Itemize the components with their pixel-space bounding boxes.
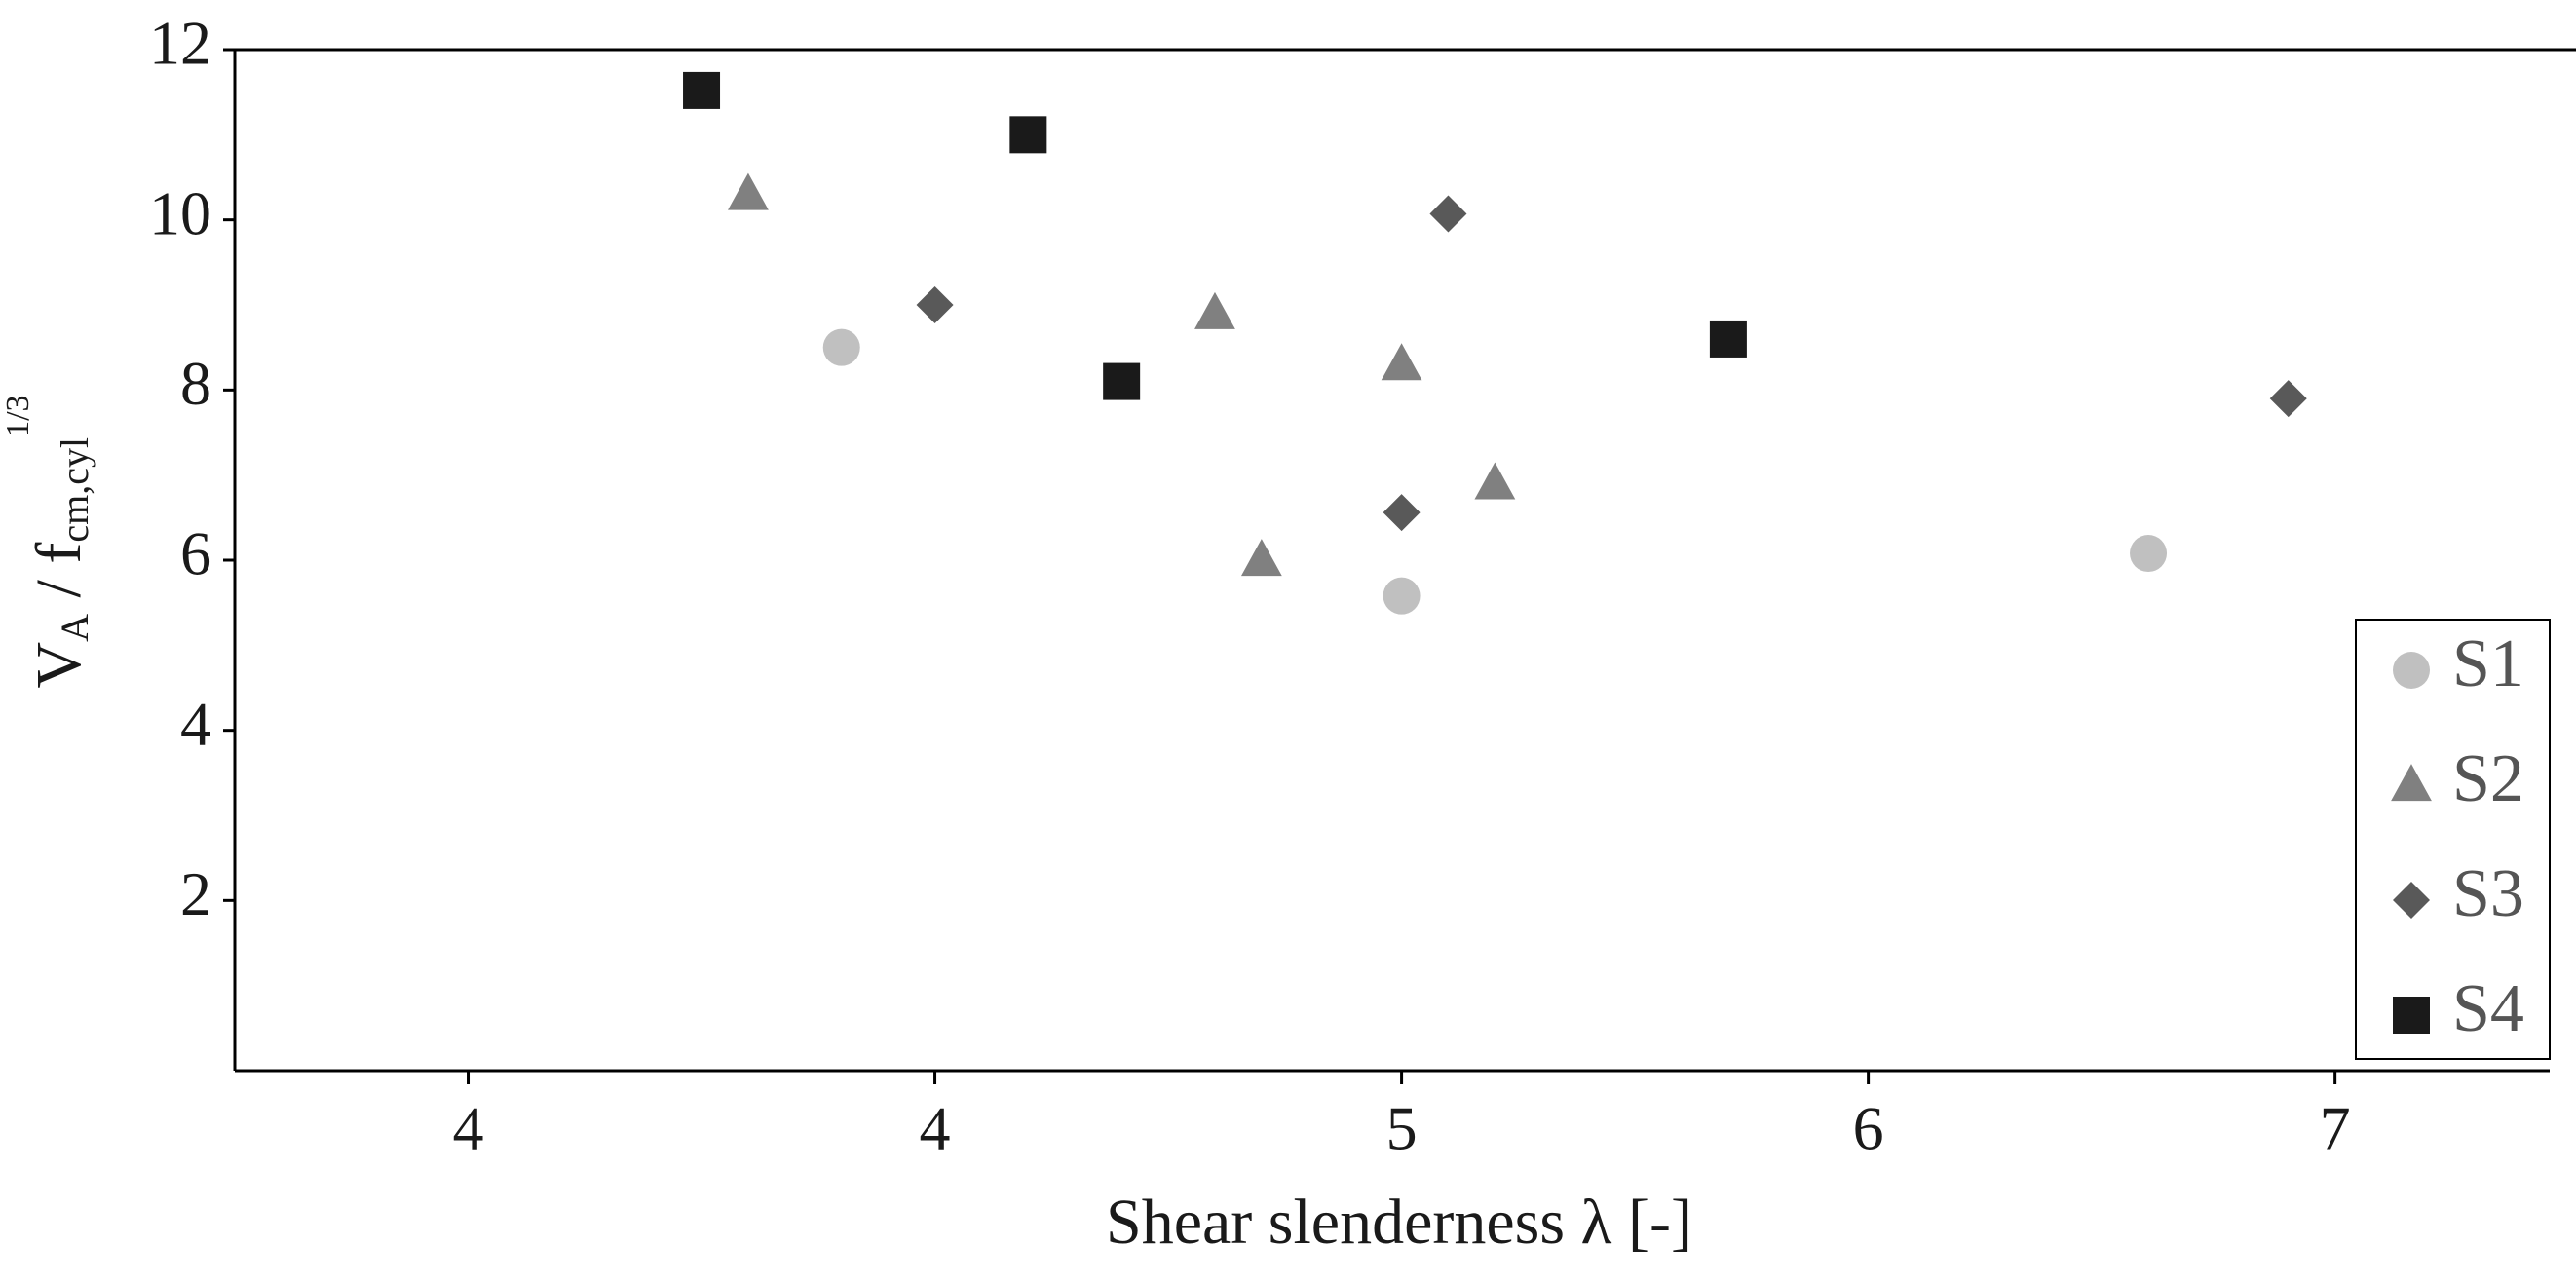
- x-tick-label: 6: [1853, 1094, 1884, 1163]
- y-label-main: / f: [23, 543, 95, 614]
- x-tick-label: 4: [920, 1094, 951, 1163]
- legend-label: S3: [2452, 856, 2524, 931]
- marker-square: [2393, 997, 2430, 1034]
- marker-circle: [2130, 535, 2168, 573]
- x-axis-label: Shear slenderness λ [-]: [1106, 1187, 1692, 1258]
- marker-diamond: [916, 286, 954, 323]
- y-tick-label: 6: [180, 519, 211, 588]
- marker-circle: [1383, 577, 1421, 615]
- y-axis-label: VA / fcm,cyl 1/3: [0, 395, 96, 688]
- marker-diamond: [1383, 494, 1421, 532]
- marker-square: [1709, 320, 1747, 358]
- marker-triangle: [2391, 764, 2432, 802]
- x-tick-label: 4: [453, 1094, 484, 1163]
- legend-label: S2: [2452, 741, 2524, 816]
- y-tick-label: 4: [180, 689, 211, 758]
- marker-diamond: [2393, 882, 2430, 919]
- y-label-sub: cm,cyl: [53, 437, 96, 543]
- marker-triangle: [1381, 343, 1422, 381]
- x-tick-label: 5: [1386, 1094, 1418, 1163]
- legend-label: S1: [2452, 626, 2524, 701]
- marker-circle: [2393, 652, 2430, 689]
- marker-triangle: [728, 172, 769, 210]
- marker-square: [1009, 116, 1047, 154]
- y-tick-label: 10: [149, 178, 211, 247]
- y-label-main: V: [23, 642, 95, 689]
- marker-triangle: [1474, 462, 1516, 500]
- legend-label: S4: [2452, 971, 2524, 1046]
- y-tick-label: 8: [180, 349, 211, 418]
- x-tick-label: 7: [2320, 1094, 2351, 1163]
- marker-diamond: [2269, 380, 2307, 418]
- y-tick-label: 12: [149, 9, 211, 78]
- marker-diamond: [1429, 195, 1467, 233]
- marker-square: [683, 71, 721, 109]
- marker-circle: [822, 328, 860, 366]
- marker-square: [1103, 362, 1141, 400]
- legend-box: [2355, 619, 2551, 1060]
- y-tick-label: 2: [180, 859, 211, 928]
- marker-triangle: [1240, 539, 1282, 577]
- y-label-sub: A: [53, 614, 96, 642]
- marker-triangle: [1194, 291, 1235, 329]
- y-label-sup: 1/3: [0, 395, 36, 436]
